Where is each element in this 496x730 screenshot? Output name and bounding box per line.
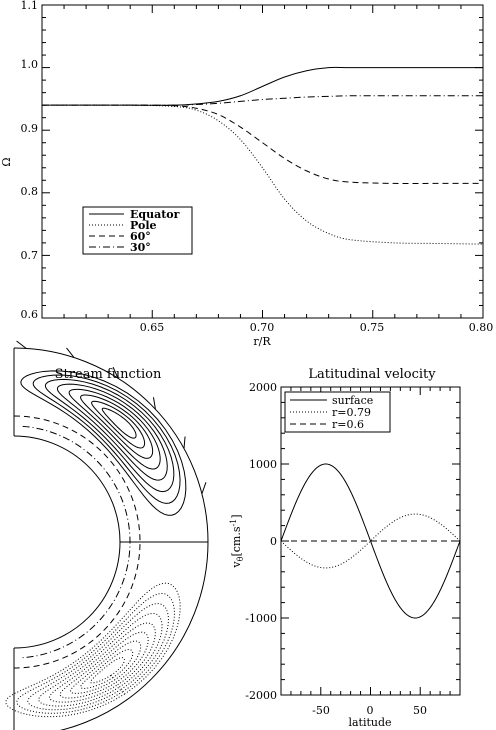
stream-contour: [49, 622, 156, 703]
top-x-axis-label: r/R: [253, 335, 271, 348]
stream-contour: [70, 640, 142, 694]
stream-function-title: Stream function: [55, 367, 162, 382]
vel-legend-label-r06: r=0.6: [332, 418, 364, 431]
top-series-group: [41, 66, 484, 245]
top-axis-ticks: [41, 4, 484, 319]
top-y-tick-0: 0.6: [21, 308, 39, 321]
top-x-tick-3: 0.80: [469, 321, 494, 334]
top-y-tick-5: 1.1: [21, 0, 39, 12]
vel-y-tick-2000: 2000: [249, 381, 277, 394]
top-series-3: [41, 95, 483, 106]
top-plot-frame: [41, 4, 484, 319]
top-x-tick-1: 0.70: [250, 321, 275, 334]
velocity-legend: surface r=0.79 r=0.6: [284, 391, 391, 433]
stream-boundary-tick: [66, 347, 75, 358]
stream-boundary-tick: [16, 340, 27, 349]
stream-contour: [5, 582, 181, 718]
vel-x-tick-50: 50: [413, 704, 427, 717]
stream-dashdot-boundary: [22, 425, 131, 659]
top-y-tick-1: 0.7: [21, 249, 39, 262]
vel-series-0: [280, 463, 461, 619]
legend-label-pole: Pole: [130, 219, 157, 232]
vel-x-tick-0: 0: [367, 704, 374, 717]
vel-x-tick-minus50: -50: [312, 704, 330, 717]
top-x-tick-0: 0.65: [140, 321, 165, 334]
vel-ylabel-sub: θ: [236, 556, 245, 561]
stream-contour: [80, 649, 134, 689]
vel-ylabel-main: v: [230, 561, 243, 569]
vel-y-tick-minus1000: -1000: [245, 612, 277, 625]
velocity-series-group: [280, 463, 461, 619]
top-chart: 0.65 0.70 0.75 0.80 r/R 0.6 0.7 0.8 0.9 …: [0, 0, 493, 348]
velocity-chart: Latitudinal velocity 2000 1000 0 -1000 -…: [229, 367, 461, 729]
stream-contour: [38, 612, 163, 707]
vel-legend-label-r079: r=0.79: [332, 406, 371, 419]
legend-label-equator: Equator: [130, 208, 180, 221]
stream-contour: [27, 603, 169, 711]
vel-x-axis-label: latitude: [348, 716, 391, 729]
top-x-tick-2: 0.75: [360, 321, 385, 334]
top-y-tick-3: 0.9: [21, 122, 39, 135]
velocity-title: Latitudinal velocity: [308, 367, 436, 382]
stream-contour: [90, 657, 125, 684]
vel-y-tick-1000: 1000: [249, 458, 277, 471]
vel-ylabel-close: ]: [230, 514, 243, 518]
stream-contour: [59, 631, 149, 699]
top-legend-box: [82, 206, 193, 255]
vel-ylabel-units: [cm.s: [230, 526, 243, 556]
stream-function-panel: Stream function: [5, 340, 209, 730]
vel-y-axis-label: vθ[cm.s-1]: [229, 514, 245, 568]
stream-boundary-tick: [112, 366, 119, 379]
stream-boundary-tick: [183, 436, 186, 449]
stream-outer-boundary: [13, 347, 209, 730]
stream-dashed-boundary: [13, 415, 141, 669]
top-legend: Equator Pole 60° 30°: [82, 206, 193, 255]
stream-contour: [101, 407, 137, 439]
stream-contour: [68, 388, 161, 470]
top-y-tick-4: 1.0: [21, 58, 39, 71]
top-y-tick-2: 0.8: [21, 185, 39, 198]
stream-boundary-tick: [201, 482, 207, 494]
stream-contour: [20, 370, 187, 516]
legend-label-60deg: 60°: [130, 230, 151, 243]
stream-contour: [44, 378, 175, 493]
stream-contour: [56, 383, 168, 481]
stream-function-diagram: [5, 340, 209, 730]
velocity-axis-ticks: [280, 386, 461, 696]
vel-legend-label-surface: surface: [332, 394, 373, 407]
vel-y-tick-minus2000: -2000: [245, 689, 277, 702]
stream-inner-boundary: [13, 435, 121, 649]
top-series-2: [41, 104, 483, 185]
legend-label-30deg: 30°: [130, 241, 151, 254]
vel-ylabel-exp: -1: [229, 519, 238, 527]
stream-contour: [80, 394, 154, 459]
stream-contour: [91, 400, 146, 449]
vel-y-tick-0: 0: [270, 535, 277, 548]
stream-boundary-tick: [152, 397, 156, 410]
stream-contour: [32, 374, 181, 504]
stream-contour: [16, 592, 176, 714]
top-y-axis-label: Ω: [0, 157, 13, 166]
